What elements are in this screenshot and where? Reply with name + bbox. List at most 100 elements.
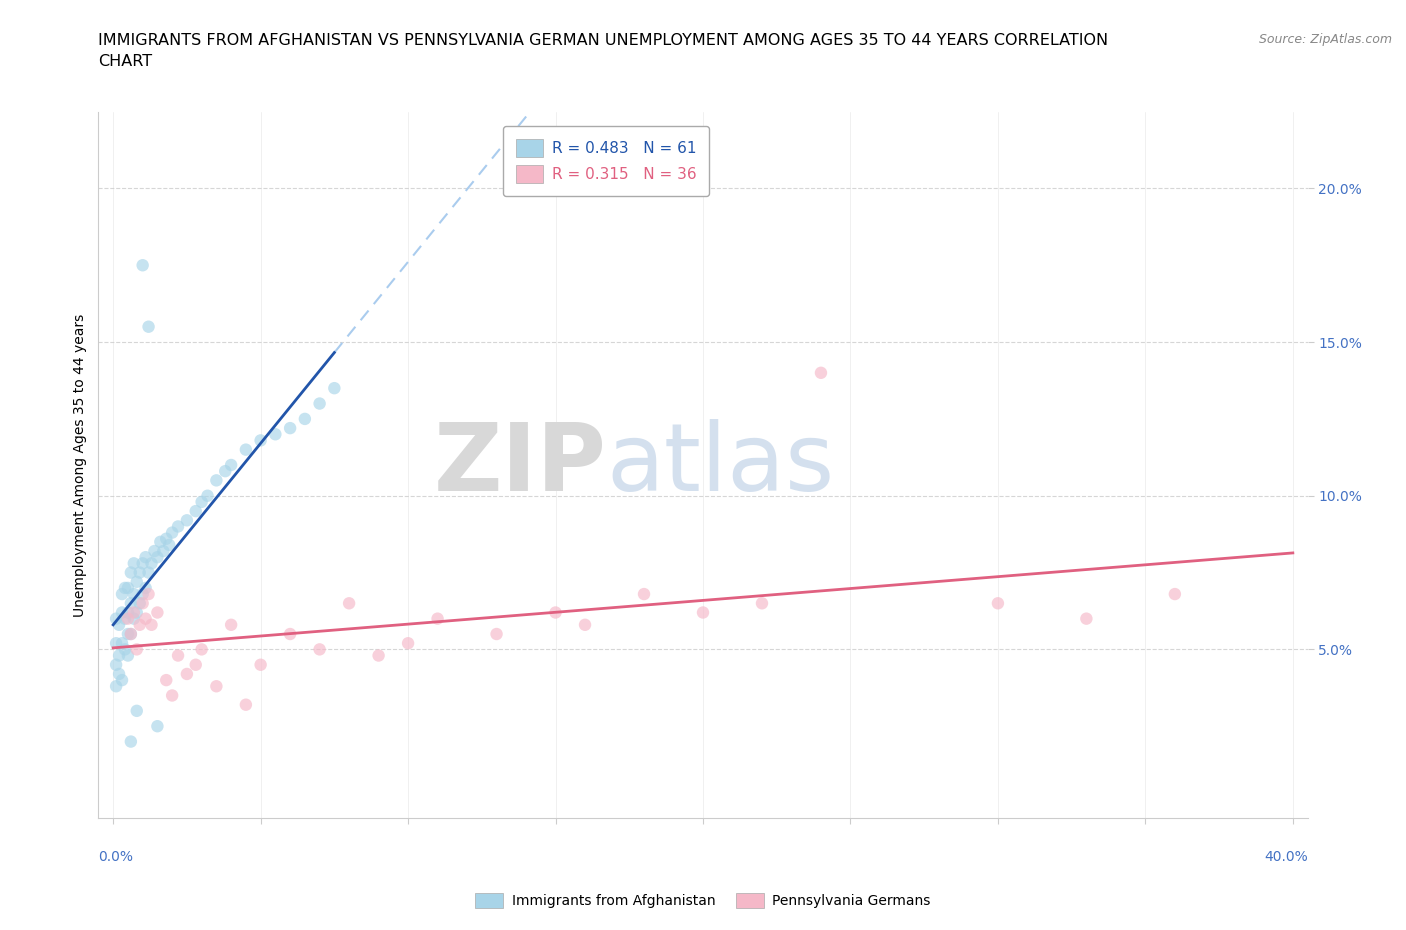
Point [367,648,389,663]
Point [426,611,449,626]
Point [122,587,145,602]
Point [111,605,134,620]
Point [111,636,134,651]
Point [176,667,198,682]
Point [108,648,131,663]
Point [117,648,139,663]
Point [157,538,180,552]
Point [219,458,242,472]
Point [146,550,169,565]
Point [105,679,128,694]
Point [574,618,596,632]
Point [152,544,174,559]
Point [146,719,169,734]
Point [114,580,136,595]
Point [135,550,157,565]
Point [125,703,148,718]
Point [114,611,136,626]
Point [235,698,257,712]
Point [205,473,228,488]
Point [264,427,287,442]
Point [125,642,148,657]
Point [141,556,163,571]
Point [131,587,153,602]
Text: 40.0%: 40.0% [1264,850,1308,864]
Point [117,611,139,626]
Point [120,565,142,580]
Point [143,544,166,559]
Point [138,587,160,602]
Point [167,648,190,663]
Point [544,605,567,620]
Point [751,596,773,611]
Point [111,672,134,687]
Point [1076,611,1098,626]
Legend: Immigrants from Afghanistan, Pennsylvania Germans: Immigrants from Afghanistan, Pennsylvani… [470,888,936,914]
Point [149,535,172,550]
Point [122,611,145,626]
Point [117,627,139,642]
Point [125,605,148,620]
Point [146,605,169,620]
Text: ZIP: ZIP [433,419,606,511]
Point [205,679,228,694]
Point [122,556,145,571]
Point [128,618,150,632]
Point [138,319,160,334]
Text: Source: ZipAtlas.com: Source: ZipAtlas.com [1258,33,1392,46]
Point [810,365,832,380]
Point [308,396,330,411]
Point [160,688,183,703]
Text: atlas: atlas [606,419,835,511]
Point [131,556,153,571]
Point [138,565,160,580]
Point [135,611,157,626]
Point [1164,587,1187,602]
Point [176,512,198,527]
Point [633,587,655,602]
Point [131,258,153,272]
Point [120,734,142,749]
Point [278,627,301,642]
Point [396,636,419,651]
Point [120,627,142,642]
Point [987,596,1010,611]
Point [117,605,139,620]
Point [485,627,508,642]
Point [294,411,316,426]
Point [692,605,714,620]
Point [197,488,219,503]
Point [117,580,139,595]
Point [131,596,153,611]
Point [190,642,212,657]
Point [135,580,157,595]
Point [114,642,136,657]
Legend: R = 0.483   N = 61, R = 0.315   N = 36: R = 0.483 N = 61, R = 0.315 N = 36 [503,126,709,195]
Point [308,642,330,657]
Point [128,596,150,611]
Point [120,627,142,642]
Point [214,464,236,479]
Point [249,433,271,448]
Point [160,525,183,540]
Point [122,605,145,620]
Text: 0.0%: 0.0% [98,850,134,864]
Point [337,596,360,611]
Point [155,531,177,546]
Point [111,587,134,602]
Point [184,658,207,672]
Point [235,442,257,457]
Point [249,658,271,672]
Point [184,504,207,519]
Point [108,667,131,682]
Text: IMMIGRANTS FROM AFGHANISTAN VS PENNSYLVANIA GERMAN UNEMPLOYMENT AMONG AGES 35 TO: IMMIGRANTS FROM AFGHANISTAN VS PENNSYLVA… [98,33,1108,69]
Point [155,672,177,687]
Point [125,575,148,590]
Point [190,495,212,510]
Point [105,636,128,651]
Point [128,565,150,580]
Point [278,420,301,435]
Point [219,618,242,632]
Point [167,519,190,534]
Y-axis label: Unemployment Among Ages 35 to 44 years: Unemployment Among Ages 35 to 44 years [73,313,87,617]
